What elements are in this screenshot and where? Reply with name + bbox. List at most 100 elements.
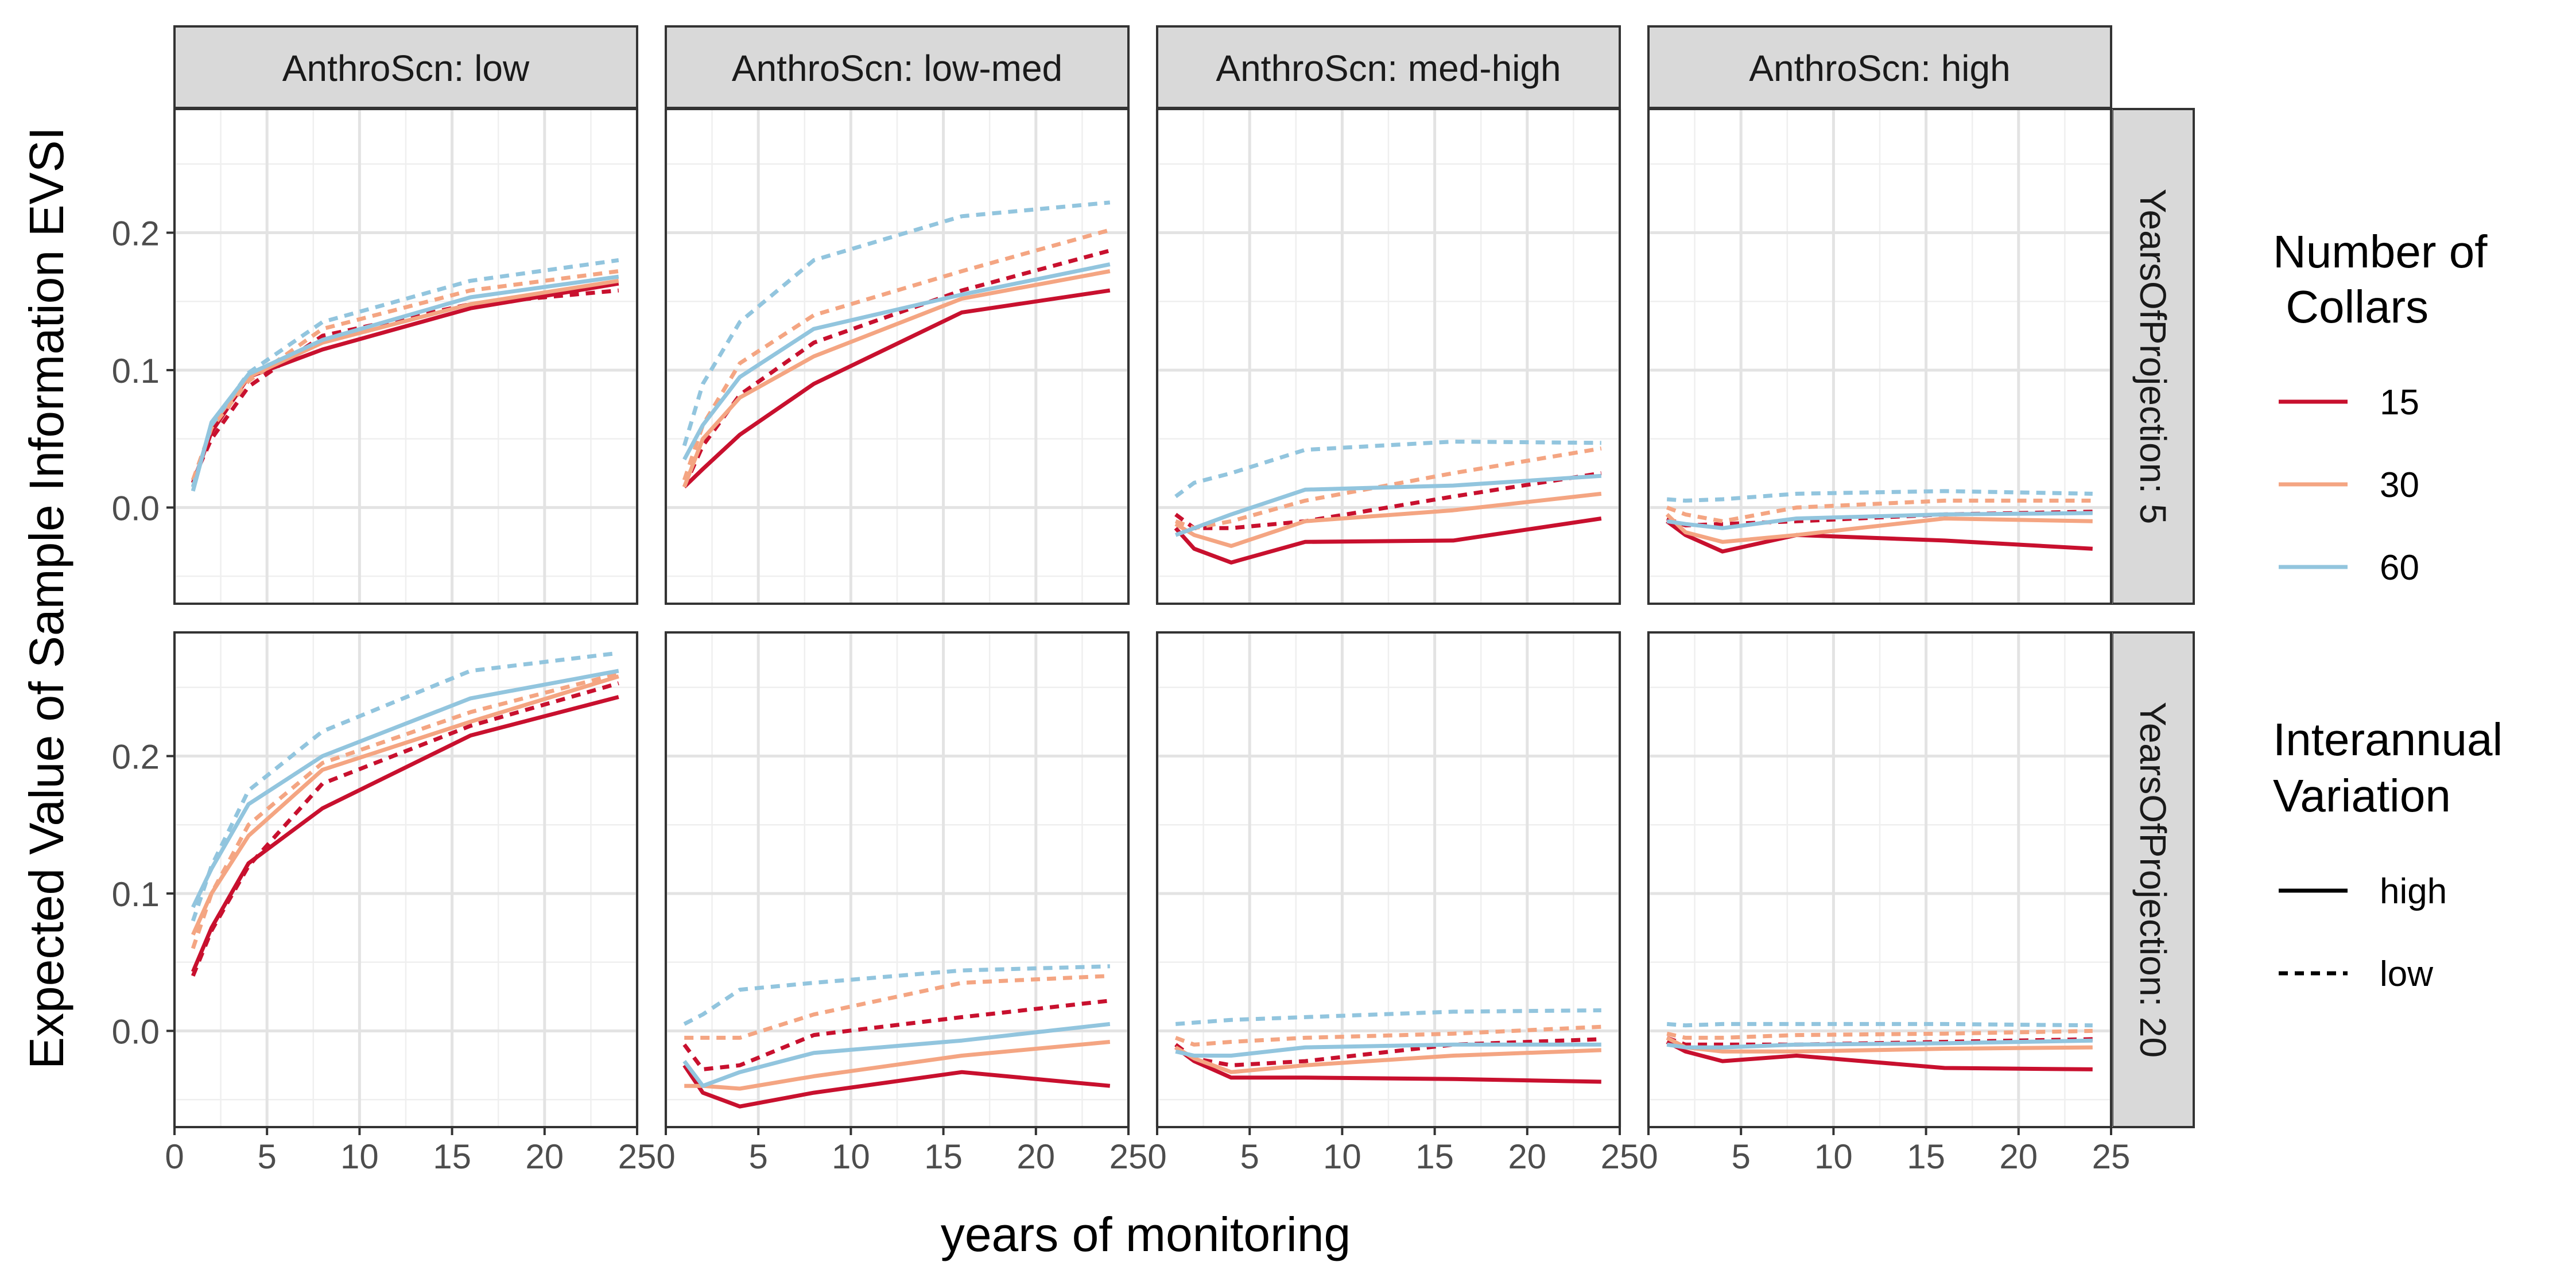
legend: Number of Collars 15 30 60 Interannual Variat…: [2273, 226, 2503, 994]
panel-border: [1156, 108, 1621, 605]
legend-title-collars: Number of Collars: [2273, 226, 2488, 332]
x-tick-label: 20: [1017, 1137, 1055, 1176]
series-line-60-low: [683, 964, 1110, 1026]
x-tick-label: 20: [1508, 1137, 1546, 1176]
series-line-15-high: [191, 695, 619, 973]
x-tick-label: 20: [525, 1137, 564, 1176]
series-line-30-low: [1174, 446, 1602, 530]
panel-r0-c1: [664, 108, 1130, 605]
x-tick-label: 10: [340, 1137, 379, 1176]
panel-r1-c0: [173, 631, 639, 1128]
panel-border: [665, 108, 1130, 605]
series-line-60-high: [1174, 473, 1602, 537]
series-line-15-high: [1666, 1040, 2093, 1071]
y-tick-label: 0.1: [112, 875, 160, 914]
series-line-30-high: [1665, 512, 2093, 544]
x-tick-label: 5: [258, 1137, 277, 1176]
panel-border: [1647, 631, 2112, 1128]
y-tick-label: 0.2: [112, 215, 160, 253]
series-line-30-low: [1666, 498, 2093, 523]
panel-r1-c3: [1647, 631, 2113, 1128]
x-tick-label: 0: [1147, 1137, 1166, 1176]
x-tick-label: 10: [1814, 1137, 1853, 1176]
facet-strip-col-0: [173, 25, 638, 109]
legend-label-variation: low: [2380, 954, 2433, 994]
series-line-30-high: [682, 269, 1111, 488]
x-tick-label: 10: [832, 1137, 870, 1176]
facet-strip-col-2: [1156, 25, 1621, 109]
x-tick-label: 20: [1999, 1137, 2038, 1176]
series-line-60-low: [191, 258, 619, 488]
legend-label-collars: 15: [2380, 383, 2419, 422]
x-tick-label: 25: [618, 1137, 657, 1176]
series-line-60-low: [682, 200, 1111, 446]
series-line-15-low: [682, 248, 1111, 488]
facet-label-col-1: AnthroScn: low-med: [732, 48, 1062, 89]
facet-strip-row-0: [2111, 108, 2195, 605]
panel-border: [1156, 631, 1621, 1128]
panel-r0-c2: [1155, 108, 1621, 605]
x-tick-label: 15: [1415, 1137, 1454, 1176]
series-line-30-high: [684, 1040, 1111, 1091]
series-line-15-high: [682, 288, 1111, 489]
series-line-30-low: [191, 671, 619, 949]
series-line-60-high: [1666, 1038, 2093, 1050]
series-line-60-high: [682, 1021, 1111, 1088]
panels-layer: AnthroScn: low AnthroScn: low-med AnthroSc…: [173, 25, 2195, 1128]
series-line-15-high: [682, 1064, 1111, 1109]
x-tick-label: 0: [1639, 1137, 1658, 1176]
x-tick-label: 10: [1323, 1137, 1361, 1176]
x-tick-label: 25: [1601, 1137, 1639, 1176]
series-line-60-high: [682, 262, 1111, 461]
facet-strip-col-3: [1647, 25, 2112, 109]
panel-border: [1647, 108, 2112, 605]
x-tick-label: 15: [924, 1137, 963, 1176]
x-tick-label: 15: [1907, 1137, 1945, 1176]
x-tick-label: 5: [1240, 1137, 1259, 1176]
panel-border: [665, 631, 1130, 1128]
series-line-60-low: [1174, 440, 1601, 499]
x-tick-label: 0: [656, 1137, 675, 1176]
series-line-15-low: [682, 999, 1111, 1071]
panel-border: [173, 108, 638, 605]
x-axis-title: years of monitoring: [941, 1207, 1351, 1261]
series-line-15-high: [1174, 516, 1602, 565]
series-line-15-high: [1666, 519, 2093, 554]
x-tick-label: 25: [2092, 1137, 2131, 1176]
legend-label-collars: 30: [2380, 465, 2419, 505]
series-line-30-low: [1174, 1024, 1601, 1047]
panel-border: [173, 631, 638, 1128]
facet-strip-col-1: [665, 25, 1130, 109]
y-axis-title: Expected Value of Sample Information EVS…: [20, 127, 73, 1069]
series-line-15-low: [191, 681, 619, 977]
panel-r0-c3: [1647, 108, 2113, 605]
panel-r1-c1: [664, 631, 1130, 1128]
x-tick-label: 25: [1109, 1137, 1148, 1176]
series-line-60-high: [1175, 1042, 1601, 1058]
series-line-15-low: [1666, 1036, 2093, 1047]
y-tick-label: 0.1: [112, 352, 160, 390]
y-tick-label: 0.2: [112, 738, 160, 776]
panel-r1-c2: [1155, 631, 1621, 1128]
x-tick-label: 5: [1732, 1137, 1751, 1176]
series-line-30-high: [1174, 491, 1602, 548]
legend-title-variation: Interannual Variation: [2273, 714, 2503, 821]
series-line-60-low: [191, 651, 619, 922]
facet-label-col-0: AnthroScn: low: [282, 48, 530, 89]
x-tick-label: 0: [165, 1137, 184, 1176]
facet-label-row-1: YearsOfProjection: 20: [2132, 702, 2174, 1058]
legend-label-variation: high: [2380, 872, 2447, 911]
axes-layer: 0.00.10.20.00.10.20 5 10 15 20 25 0 5 10 15 20 25 0 5…: [112, 215, 2131, 1176]
y-tick-label: 0.0: [112, 489, 160, 527]
panel-r0-c0: [173, 108, 639, 605]
y-tick-label: 0.0: [112, 1012, 160, 1051]
series-line-30-low: [684, 974, 1110, 1040]
facet-label-col-2: AnthroScn: med-high: [1216, 48, 1561, 89]
x-tick-label: 5: [749, 1137, 768, 1176]
facet-label-row-0: YearsOfProjection: 5: [2132, 189, 2174, 525]
legend-label-collars: 60: [2380, 548, 2419, 588]
series-line-60-high: [1666, 511, 2093, 530]
x-tick-label: 15: [433, 1137, 471, 1176]
facet-label-col-3: AnthroScn: high: [1749, 48, 2010, 89]
